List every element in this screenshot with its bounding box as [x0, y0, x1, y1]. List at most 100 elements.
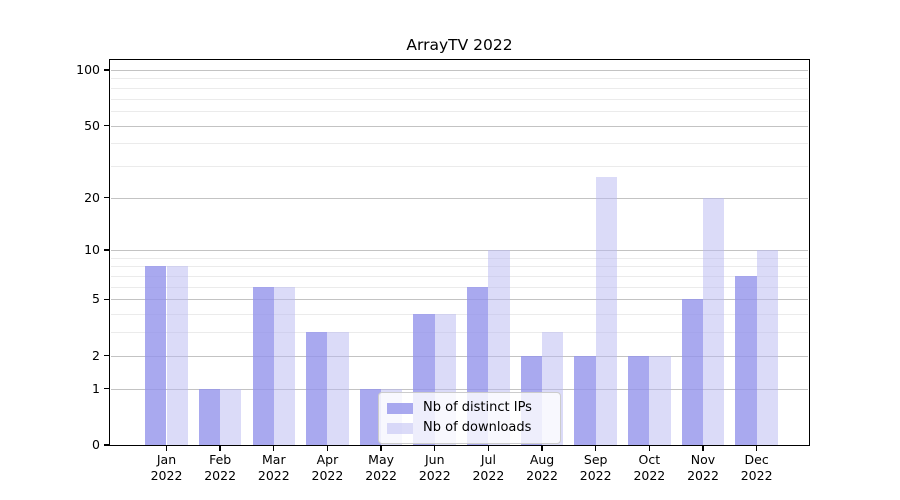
x-tick-label-year: 2022: [150, 467, 183, 483]
x-tick: [434, 446, 436, 451]
bar-distinct-ips: [359, 388, 382, 445]
x-tick-label-year: 2022: [418, 467, 451, 483]
x-tick: [541, 446, 543, 451]
x-tick-label-month: Mar: [262, 452, 286, 467]
y-tick-label: 50: [84, 117, 100, 133]
bar-distinct-ips: [145, 266, 167, 445]
y-tick: [104, 196, 109, 199]
x-tick-label-year: 2022: [472, 467, 505, 483]
gridline-minor: [111, 314, 808, 316]
legend: Nb of distinct IPs Nb of downloads: [378, 392, 561, 444]
gridline-minor: [111, 276, 808, 278]
x-tick-label-year: 2022: [365, 467, 397, 483]
gridline-major: [111, 299, 808, 301]
gridline-minor: [111, 286, 808, 288]
y-tick: [104, 298, 109, 301]
x-tick-label: Jun 2022: [405, 452, 465, 483]
y-tick-label: 0: [92, 437, 100, 452]
gridline-major: [111, 197, 808, 199]
bar-distinct-ips: [252, 286, 274, 445]
y-tick-label: 5: [92, 291, 100, 307]
y-tick: [104, 249, 109, 251]
legend-item: Nb of distinct IPs: [387, 398, 552, 418]
x-tick-label: Sep 2022: [566, 452, 626, 483]
gridline-minor: [111, 78, 808, 80]
x-tick-label-year: 2022: [311, 467, 344, 483]
y-tick: [104, 387, 109, 390]
bar-downloads: [273, 286, 296, 445]
gridline-minor: [111, 332, 808, 334]
x-tick: [648, 446, 651, 451]
x-tick-label: Jul 2022: [458, 452, 518, 483]
bar-downloads: [703, 197, 725, 445]
x-tick-label-year: 2022: [579, 467, 612, 483]
gridline-major: [111, 70, 808, 72]
x-tick-label-year: 2022: [257, 467, 290, 483]
x-tick-label-year: 2022: [204, 467, 237, 483]
x-tick-label: Apr 2022: [297, 452, 357, 483]
chart-title: ArrayTV 2022: [406, 36, 513, 54]
bar-downloads: [327, 332, 349, 445]
x-tick: [595, 446, 597, 451]
y-tick-label: 20: [84, 189, 100, 205]
x-tick-label: Aug 2022: [512, 452, 572, 483]
x-tick: [165, 446, 168, 451]
gridline-major: [111, 355, 808, 357]
bar-distinct-ips: [628, 355, 650, 445]
gridline-minor: [111, 165, 808, 167]
bar-downloads: [649, 355, 671, 445]
bar-downloads: [756, 250, 778, 445]
x-tick-label-year: 2022: [687, 467, 719, 483]
y-tick-label: 2: [92, 347, 100, 363]
legend-swatch-distinct-ips: [387, 402, 413, 414]
legend-item: Nb of downloads: [387, 418, 552, 438]
y-tick: [104, 444, 109, 446]
x-tick: [326, 446, 329, 451]
x-tick-label-month: Sep: [583, 452, 608, 467]
y-tick-label: 1: [92, 380, 100, 396]
gridline-minor: [111, 257, 808, 259]
x-tick: [273, 446, 275, 451]
x-tick: [755, 446, 758, 451]
y-tick: [104, 355, 109, 357]
x-tick-label-month: Jul: [480, 452, 496, 467]
x-tick-label-month: Nov: [690, 452, 716, 467]
x-tick-label: Dec 2022: [727, 452, 787, 483]
x-tick-label-year: 2022: [740, 467, 773, 483]
bar-downloads: [166, 266, 188, 445]
x-tick-label-month: Aug: [529, 452, 555, 467]
x-tick: [380, 446, 382, 451]
x-tick: [487, 446, 490, 451]
gridline-minor: [111, 110, 808, 112]
bar-downloads: [220, 388, 242, 445]
x-tick-label-year: 2022: [633, 467, 666, 483]
gridline-major: [111, 125, 808, 127]
x-tick: [702, 446, 704, 451]
x-tick-label: Oct 2022: [619, 452, 679, 483]
x-tick-label-year: 2022: [526, 467, 558, 483]
x-tick-label-month: Oct: [638, 452, 661, 467]
gridline-major: [111, 250, 808, 252]
x-tick-label-month: Jun: [424, 452, 445, 467]
bar-distinct-ips: [574, 355, 596, 445]
bar-distinct-ips: [198, 388, 221, 445]
gridline-minor: [111, 266, 808, 268]
x-tick-label: Jan 2022: [137, 452, 197, 483]
x-tick-label: May 2022: [351, 452, 411, 483]
bar-distinct-ips: [306, 332, 328, 445]
bar-distinct-ips: [735, 276, 757, 445]
legend-swatch-downloads: [387, 422, 413, 434]
x-tick-label: Mar 2022: [244, 452, 304, 483]
bar-distinct-ips: [681, 299, 703, 445]
gridline-minor: [111, 143, 808, 145]
gridline-major: [111, 388, 808, 390]
x-tick-label-month: Apr: [316, 452, 339, 467]
y-tick: [104, 69, 109, 71]
y-tick-label: 100: [76, 62, 100, 78]
x-tick-label: Feb 2022: [190, 452, 250, 483]
legend-label: Nb of distinct IPs: [423, 400, 532, 415]
x-tick: [219, 446, 221, 451]
y-tick: [104, 124, 109, 127]
x-tick-label-month: May: [368, 452, 395, 467]
